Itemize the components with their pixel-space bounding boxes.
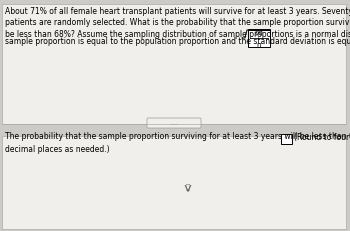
Text: decimal places as needed.): decimal places as needed.) — [5, 144, 110, 153]
Text: n: n — [257, 42, 261, 48]
Text: sample proportion is equal to the population proportion and the standard deviati: sample proportion is equal to the popula… — [5, 37, 350, 46]
FancyBboxPatch shape — [147, 119, 201, 128]
Bar — [281, 134, 292, 144]
Bar — [248, 30, 270, 48]
Text: About 71% of all female heart transplant patients will survive for at least 3 ye: About 71% of all female heart transplant… — [5, 7, 350, 39]
Bar — [2, 5, 346, 125]
Text: ꟷ: ꟷ — [186, 183, 190, 189]
Text: (Round to four: (Round to four — [294, 132, 349, 141]
Text: pq: pq — [255, 30, 263, 36]
Text: The probability that the sample proportion surviving for at least 3 years will b: The probability that the sample proporti… — [5, 131, 350, 140]
Text: .....: ..... — [170, 121, 178, 126]
Bar — [2, 136, 346, 229]
